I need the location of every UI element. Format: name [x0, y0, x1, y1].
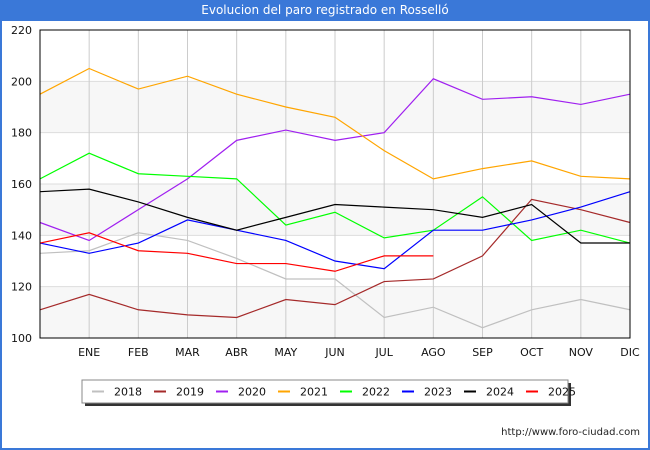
x-tick-label: AGO [421, 346, 446, 359]
y-tick-label: 220 [11, 24, 32, 37]
x-tick-label: OCT [520, 346, 543, 359]
legend-label: 2023 [424, 386, 452, 399]
series-line-2018 [39, 232, 631, 329]
plot-area-border [39, 29, 631, 339]
y-tick-label: 160 [11, 178, 32, 191]
series-line-2020 [39, 78, 631, 242]
source-credit[interactable]: http://www.foro-ciudad.com [501, 427, 640, 438]
legend-label: 2019 [176, 386, 204, 399]
x-tick-label: ENE [78, 346, 100, 359]
legend-label: 2025 [548, 386, 576, 399]
x-tick-label: SEP [472, 346, 493, 359]
series-lines [39, 67, 631, 329]
y-tick-label: 100 [11, 332, 32, 345]
x-tick-label: FEB [128, 346, 149, 359]
x-tick-label: MAR [175, 346, 200, 359]
x-tick-label: JUN [324, 346, 345, 359]
y-tick-label: 140 [11, 229, 32, 242]
legend-label: 2020 [238, 386, 266, 399]
legend-label: 2022 [362, 386, 390, 399]
y-tick-label: 180 [11, 127, 32, 140]
series-line-2024 [39, 188, 630, 244]
series-line-2021 [39, 67, 631, 180]
legend-label: 2018 [114, 386, 142, 399]
y-tick-label: 200 [11, 75, 32, 88]
x-tick-label: MAY [274, 346, 297, 359]
series-line-2019 [39, 198, 631, 319]
legend-label: 2024 [486, 386, 514, 399]
series-line-2022 [39, 152, 631, 244]
x-tick-label: NOV [569, 346, 594, 359]
legend: 2018 2019 2020 2021 2022 2023 2024 2025 [81, 379, 576, 406]
chart-title: Evolucion del paro registrado en Rossell… [201, 3, 449, 17]
series-line-2023 [39, 191, 631, 270]
legend-label: 2021 [300, 386, 328, 399]
y-tick-label: 120 [11, 281, 32, 294]
x-tick-label: JUL [374, 346, 393, 359]
legend-box [81, 379, 569, 404]
series-line-2025 [39, 232, 434, 272]
x-tick-label: ABR [225, 346, 248, 359]
x-tick-label: DIC [620, 346, 640, 359]
x-axis-ticks: ENE FEB MAR ABR MAY JUN JUL AGO SEP OCT NOV DIC [78, 346, 640, 359]
y-axis-ticks: 100 120 140 160 180 200 220 [11, 24, 32, 345]
